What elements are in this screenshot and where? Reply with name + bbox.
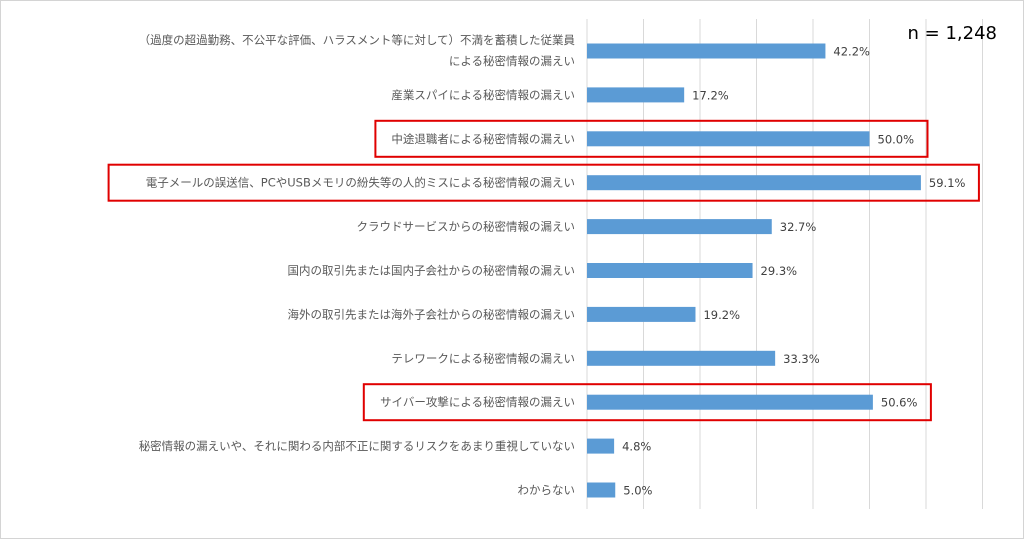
value-label: 29.3% [761,264,798,278]
category-label: サイバー攻撃による秘密情報の漏えい [380,395,575,409]
bar [587,219,772,235]
bar [587,43,826,59]
bar [587,87,685,103]
bar [587,394,873,410]
category-label: （過度の超過勤務、不公平な評価、ハラスメント等に対して）不満を蓄積した従業員 [139,33,576,47]
highlight-box [107,163,980,202]
category-label: クラウドサービスからの秘密情報の漏えい [357,220,576,234]
category-label: 秘密情報の漏えいや、それに関わる内部不正に関するリスクをあまり重視していない [139,439,575,453]
value-label: 50.6% [881,396,918,410]
category-label: 中途退職者による秘密情報の漏えい [391,132,575,146]
category-label: わからない [518,483,576,497]
category-label: による秘密情報の漏えい [449,54,575,68]
category-label: 産業スパイによる秘密情報の漏えい [391,88,575,102]
value-labels: 42.2% 17.2% 50.0% 59.1% 32.7% 29.3% 19.2% 33.3%… [622,45,965,498]
bar [587,306,696,322]
sample-size-note: n = 1,248 [908,23,997,44]
bar [587,175,921,191]
value-label: 50.0% [878,132,915,146]
bar [587,482,616,498]
value-label: 42.2% [833,45,870,59]
value-label: 17.2% [692,88,729,102]
highlight-box [374,119,929,158]
category-labels: （過度の超過勤務、不公平な評価、ハラスメント等に対して）不満を蓄積した従業員によ… [139,33,576,497]
category-label: テレワークによる秘密情報の漏えい [391,351,575,365]
value-label: 4.8% [622,440,651,454]
category-label: 電子メールの誤送信、PCやUSBメモリの紛失等の人的ミスによる秘密情報の漏えい [146,176,575,190]
bars [587,43,921,498]
bar [587,263,753,278]
value-label: 5.0% [623,484,652,498]
value-label: 33.3% [783,352,820,366]
value-label: 59.1% [929,176,966,190]
bar [587,350,776,366]
category-label: 国内の取引先または国内子会社からの秘密情報の漏えい [288,264,576,278]
value-label: 19.2% [703,308,740,322]
category-label: 海外の取引先または海外子会社からの秘密情報の漏えい [288,307,576,321]
value-label: 32.7% [780,220,817,234]
bar [587,438,615,454]
highlight-box [362,383,932,422]
bar [587,131,870,147]
highlight-boxes [107,119,980,422]
